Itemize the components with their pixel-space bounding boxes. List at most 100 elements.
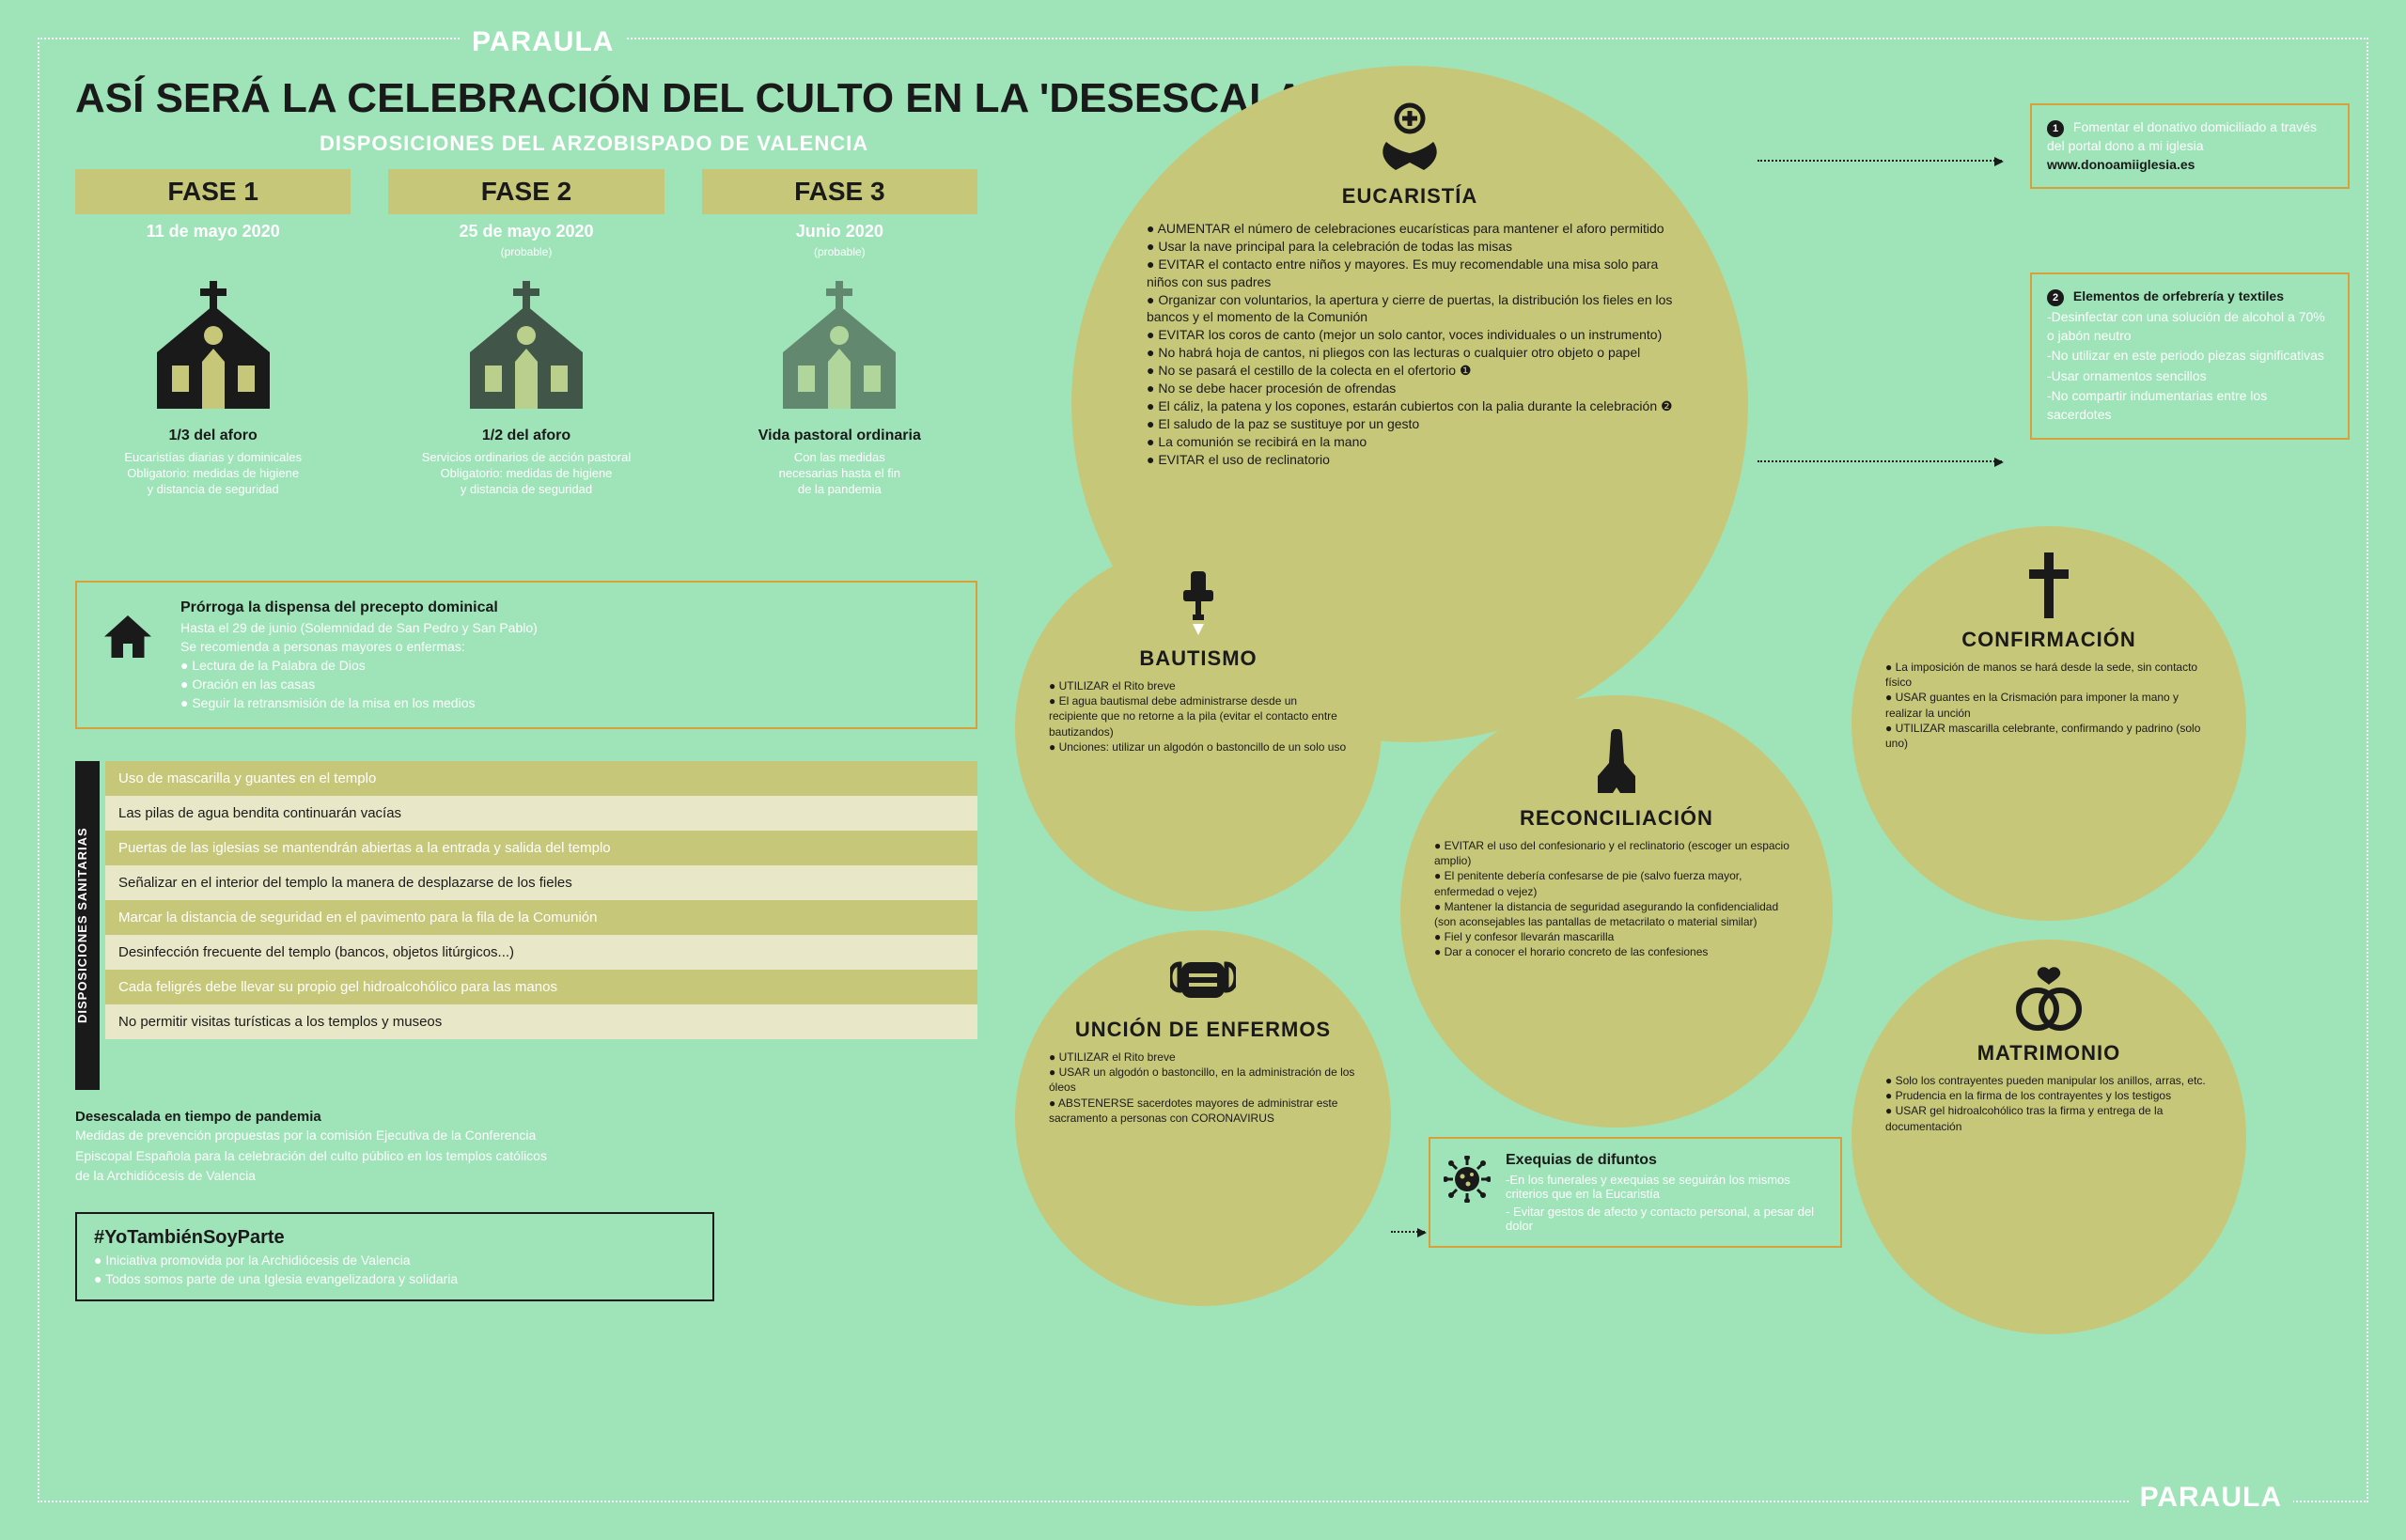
circle-item: ● No se pasará el cestillo de la colecta… (1147, 362, 1673, 380)
sanitary-row: Las pilas de agua bendita continuarán va… (105, 796, 977, 831)
sidebox2-item: -Usar ornamentos sencillos (2047, 367, 2333, 386)
circle-item: ● EVITAR el uso de reclinatorio (1147, 451, 1673, 469)
circle-item: ● UTILIZAR mascarilla celebrante, confir… (1885, 721, 2212, 751)
phase-card: FASE 3 Junio 2020 (probable) Vida pastor… (702, 169, 977, 498)
brand-top: PARAULA (461, 26, 625, 58)
sanitary-row: Cada feligrés debe llevar su propio gel … (105, 970, 977, 1004)
sidebox1-link: www.donoamiiglesia.es (2047, 157, 2195, 172)
hashtag-line: ● Iniciativa promovida por la Archidióce… (94, 1252, 695, 1268)
exequias-title: Exequias de difuntos (1506, 1152, 1825, 1169)
sanitary-row: No permitir visitas turísticas a los tem… (105, 1004, 977, 1039)
baptism-icon (1170, 571, 1226, 637)
circle-item: ● El penitente debería confesarse de pie… (1434, 868, 1799, 898)
phase-label: FASE 2 (388, 169, 664, 214)
circle-item: ● Solo los contrayentes pueden manipular… (1885, 1073, 2212, 1088)
phases-row: FASE 1 11 de mayo 2020 1/3 del aforo Euc… (75, 169, 977, 498)
sidebox2-head: Elementos de orfebrería y textiles (2073, 288, 2284, 303)
matrimonio-circle: MATRIMONIO ● Solo los contrayentes puede… (1851, 940, 2246, 1334)
exequias-box: Exequias de difuntos -En los funerales y… (1429, 1137, 1842, 1248)
praying-hands-icon (1584, 722, 1649, 797)
footnote-line: Medidas de prevención propuestas por la … (75, 1127, 977, 1145)
dispensa-line: Hasta el 29 de junio (Solemnidad de San … (180, 620, 959, 635)
sanitary-row: Señalizar en el interior del templo la m… (105, 865, 977, 900)
circle-item: ● EVITAR el contacto entre niños y mayor… (1147, 256, 1673, 291)
matrimonio-title: MATRIMONIO (1977, 1041, 2121, 1066)
circle-item: ● USAR un algodón o bastoncillo, en la a… (1049, 1065, 1357, 1095)
bautismo-title: BAUTISMO (1139, 646, 1257, 671)
circle-item: ● EVITAR el uso del confesionario y el r… (1434, 838, 1799, 868)
footnote-line: de la Archidiócesis de Valencia (75, 1167, 977, 1186)
phase-card: FASE 1 11 de mayo 2020 1/3 del aforo Euc… (75, 169, 351, 498)
mask-icon (1170, 957, 1236, 1008)
phase-date: Junio 2020 (702, 222, 977, 241)
sidebox2-item: -No utilizar en este periodo piezas sign… (2047, 347, 2333, 366)
sanitary-row: Desinfección frecuente del templo (banco… (105, 935, 977, 970)
reconciliacion-title: RECONCILIACIÓN (1520, 806, 1713, 831)
phase-date: 11 de mayo 2020 (75, 222, 351, 241)
circle-item: ● La imposición de manos se hará desde l… (1885, 660, 2212, 690)
sidebox2-items: -Desinfectar con una solución de alcohol… (2047, 308, 2333, 425)
exequias-lines: -En los funerales y exequias se seguirán… (1506, 1173, 1825, 1233)
dispensa-lines: Hasta el 29 de junio (Solemnidad de San … (180, 620, 959, 710)
matrimonio-body: ● Solo los contrayentes pueden manipular… (1851, 1066, 2246, 1134)
dispensa-title: Prórroga la dispensa del precepto domini… (180, 599, 959, 616)
dispensa-box: Prórroga la dispensa del precepto domini… (75, 581, 977, 729)
cross-icon (2025, 552, 2072, 618)
exequias-line: -En los funerales y exequias se seguirán… (1506, 1173, 1825, 1201)
num-2-icon: 2 (2047, 289, 2064, 306)
arrow-1 (1758, 160, 2002, 162)
phase-date: 25 de mayo 2020 (388, 222, 664, 241)
bautismo-body: ● UTILIZAR el Rito breve● El agua bautis… (1015, 671, 1382, 754)
footnote-line: Episcopal Española para la celebración d… (75, 1147, 977, 1166)
sidebox1-head: Fomentar el donativo domiciliado a travé… (2047, 119, 2317, 153)
phase-capacity: Vida pastoral ordinaria (702, 428, 977, 444)
subtitle: DISPOSICIONES DEL ARZOBISPADO DE VALENCI… (320, 132, 868, 156)
circle-item: ● AUMENTAR el número de celebraciones eu… (1147, 220, 1673, 238)
circle-item: ● Fiel y confesor llevarán mascarilla (1434, 929, 1799, 944)
reconciliacion-circle: RECONCILIACIÓN ● EVITAR el uso del confe… (1400, 695, 1833, 1128)
circle-item: ● Mantener la distancia de seguridad ase… (1434, 899, 1799, 929)
phase-note: (probable) (702, 245, 977, 258)
dispensa-line: Se recomienda a personas mayores o enfer… (180, 639, 959, 654)
sidebox-donativo: 1 Fomentar el donativo domiciliado a tra… (2030, 103, 2350, 189)
sidebox-textiles: 2 Elementos de orfebrería y textiles -De… (2030, 272, 2350, 440)
sidebox2-item: -No compartir indumentarias entre los sa… (2047, 387, 2333, 424)
disposiciones-vertical-label: DISPOSICIONES SANITARIAS (75, 761, 100, 1090)
phase-card: FASE 2 25 de mayo 2020 (probable) 1/2 de… (388, 169, 664, 498)
reconciliacion-body: ● EVITAR el uso del confesionario y el r… (1400, 831, 1833, 960)
arrow-3 (1391, 1231, 1425, 1233)
rings-heart-icon (2011, 966, 2086, 1032)
phase-desc: Eucaristías diarias y dominicalesObligat… (75, 450, 351, 498)
footnote-lines: Medidas de prevención propuestas por la … (75, 1127, 977, 1186)
phase-note (75, 245, 351, 258)
circle-item: ● El cáliz, la patena y los copones, est… (1147, 397, 1673, 415)
circle-item: ● UTILIZAR el Rito breve (1049, 1050, 1357, 1065)
uncion-circle: UNCIÓN DE ENFERMOS ● UTILIZAR el Rito br… (1015, 930, 1391, 1306)
hashtag-title: #YoTambiénSoyParte (94, 1227, 695, 1249)
circle-item: ● Prudencia en la firma de los contrayen… (1885, 1088, 2212, 1103)
footnote-title: Desescalada en tiempo de pandemia (75, 1109, 977, 1125)
hashtag-line: ● Todos somos parte de una Iglesia evang… (94, 1271, 695, 1286)
circle-item: ● UTILIZAR el Rito breve (1049, 678, 1348, 693)
circle-item: ● No se debe hacer procesión de ofrendas (1147, 380, 1673, 397)
exequias-line: - Evitar gestos de afecto y contacto per… (1506, 1205, 1825, 1233)
circle-item: ● EVITAR los coros de canto (mejor un so… (1147, 326, 1673, 344)
eucaristia-body: ● AUMENTAR el número de celebraciones eu… (1071, 209, 1748, 468)
confirmacion-circle: CONFIRMACIÓN ● La imposición de manos se… (1851, 526, 2246, 921)
sanitary-row: Marcar la distancia de seguridad en el p… (105, 900, 977, 935)
dispensa-line: ● Lectura de la Palabra de Dios (180, 658, 959, 673)
uncion-title: UNCIÓN DE ENFERMOS (1075, 1018, 1331, 1042)
phase-desc: Servicios ordinarios de acción pastoralO… (388, 450, 664, 498)
hands-host-icon (1367, 100, 1452, 175)
footnote: Desescalada en tiempo de pandemia Medida… (75, 1109, 977, 1186)
house-icon (100, 611, 156, 667)
sanitary-rows: Uso de mascarilla y guantes en el templo… (105, 761, 977, 1039)
circle-item: ● Usar la nave principal para la celebra… (1147, 238, 1673, 256)
sidebox2-item: -Desinfectar con una solución de alcohol… (2047, 308, 2333, 345)
bautismo-circle: BAUTISMO ● UTILIZAR el Rito breve● El ag… (1015, 545, 1382, 911)
phase-label: FASE 1 (75, 169, 351, 214)
circle-item: ● USAR gel hidroalcohólico tras la firma… (1885, 1103, 2212, 1133)
circle-item: ● USAR guantes en la Crismación para imp… (1885, 690, 2212, 720)
circle-item: ● La comunión se recibirá en la mano (1147, 433, 1673, 451)
hashtag-box: #YoTambiénSoyParte ● Iniciativa promovid… (75, 1212, 714, 1301)
